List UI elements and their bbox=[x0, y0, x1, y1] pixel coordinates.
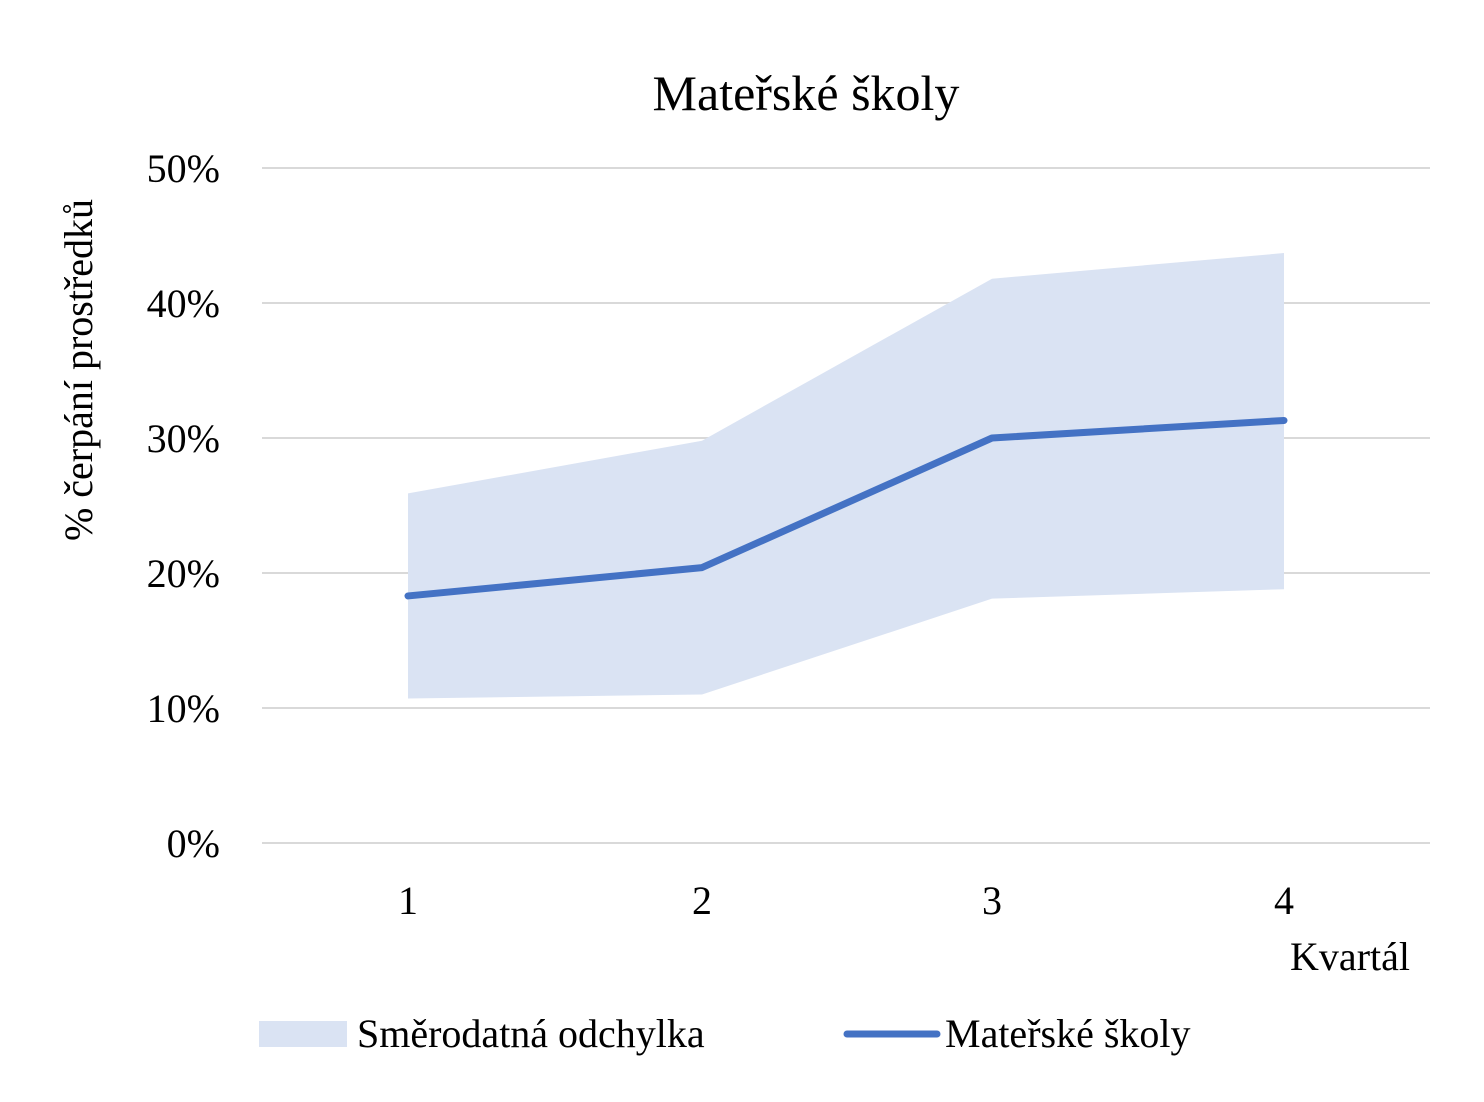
axes: 0% 10% 20% 30% 40% 50% 1 2 3 4 bbox=[147, 146, 1294, 923]
y-axis-title: % čerpání prostředků bbox=[56, 199, 101, 541]
y-tick-label: 40% bbox=[147, 281, 220, 326]
x-tick-label: 3 bbox=[982, 878, 1002, 923]
legend-band-swatch bbox=[259, 1021, 347, 1047]
std-dev-band bbox=[408, 253, 1284, 699]
std-dev-band-area bbox=[408, 253, 1284, 699]
y-tick-label: 0% bbox=[167, 821, 220, 866]
x-tick-label: 1 bbox=[398, 878, 418, 923]
x-axis-title: Kvartál bbox=[1290, 934, 1410, 979]
legend: Směrodatná odchylka Mateřské školy bbox=[259, 1011, 1191, 1056]
y-tick-label: 50% bbox=[147, 146, 220, 191]
x-tick-label: 2 bbox=[692, 878, 712, 923]
y-tick-label: 20% bbox=[147, 551, 220, 596]
series-line bbox=[404, 416, 1288, 600]
y-tick-label: 30% bbox=[147, 416, 220, 461]
x-tick-label: 4 bbox=[1274, 878, 1294, 923]
series-line-path bbox=[404, 416, 1288, 600]
legend-band-label: Směrodatná odchylka bbox=[357, 1011, 705, 1056]
chart-title: Mateřské školy bbox=[653, 65, 960, 121]
y-tick-label: 10% bbox=[147, 686, 220, 731]
legend-line-label: Mateřské školy bbox=[945, 1011, 1191, 1056]
